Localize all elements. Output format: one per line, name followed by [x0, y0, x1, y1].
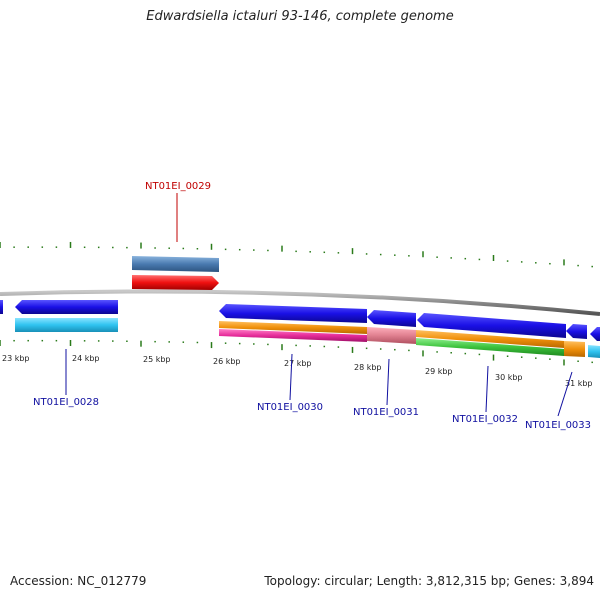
- cds-arrow-left-edge[interactable]: [0, 300, 3, 314]
- gene-label-0033[interactable]: NT01EI_0033: [525, 420, 591, 431]
- callout-line-0030: [289, 353, 293, 401]
- feature-magenta-0030[interactable]: [219, 329, 367, 342]
- scale-label: 31 kbp: [565, 379, 593, 388]
- feature-pink-0031[interactable]: [367, 327, 416, 344]
- gene-label-0030[interactable]: NT01EI_0030: [257, 402, 323, 413]
- feature-orange-0032[interactable]: [416, 330, 564, 348]
- cds-arrow-0033[interactable]: [566, 324, 587, 339]
- feature-red-arrow[interactable]: [132, 275, 219, 290]
- scale-label: 25 kbp: [143, 355, 171, 364]
- scale-label: 26 kbp: [213, 357, 241, 366]
- feature-orange-0030[interactable]: [219, 321, 367, 334]
- callout-line-0031: [386, 358, 390, 406]
- scale-label: 30 kbp: [495, 373, 523, 382]
- cds-arrow-right-edge[interactable]: [590, 327, 600, 341]
- cds-arrow-0032[interactable]: [417, 313, 566, 338]
- genome-backbone: [0, 289, 600, 316]
- gene-label-0032[interactable]: NT01EI_0032: [452, 414, 518, 425]
- callout-line-0032: [485, 365, 489, 413]
- genome-title: Edwardsiella ictaluri 93-146, complete g…: [146, 9, 454, 24]
- genome-stats: Topology: circular; Length: 3,812,315 bp…: [264, 574, 594, 588]
- accession-label: Accession: NC_012779: [10, 574, 147, 588]
- scale-label: 28 kbp: [354, 363, 382, 372]
- feature-orange-0033[interactable]: [564, 341, 585, 357]
- gene-label-0031[interactable]: NT01EI_0031: [353, 407, 419, 418]
- outer-tick-marks: [0, 241, 593, 268]
- callout-line-0033: [557, 371, 573, 417]
- feature-green-0032[interactable]: [416, 338, 564, 356]
- cds-arrow-0030[interactable]: [219, 304, 367, 323]
- gene-label-0029[interactable]: NT01EI_0029: [145, 181, 211, 192]
- inner-tick-marks: [0, 339, 593, 366]
- gene-bar-0028[interactable]: [15, 318, 118, 332]
- gene-label-0028[interactable]: NT01EI_0028: [33, 397, 99, 408]
- cds-arrow-0028[interactable]: [15, 300, 118, 314]
- scale-label: 29 kbp: [425, 367, 453, 376]
- gene-bar-right-edge[interactable]: [588, 345, 600, 358]
- cds-arrow-0031[interactable]: [367, 310, 416, 327]
- feature-steelblue-bar[interactable]: [132, 256, 219, 272]
- scale-label: 23 kbp: [2, 354, 30, 363]
- scale-label: 24 kbp: [72, 354, 100, 363]
- scale-label: 27 kbp: [284, 359, 312, 368]
